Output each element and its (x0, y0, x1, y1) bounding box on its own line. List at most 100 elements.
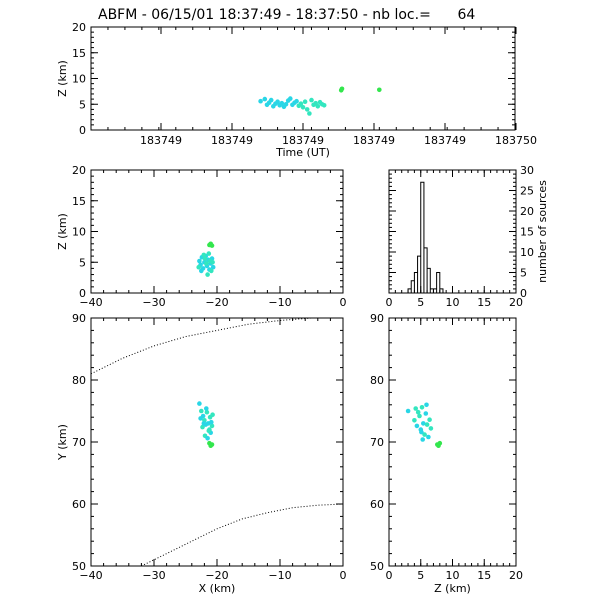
source-point (206, 251, 212, 256)
x-tick-label: 0 (386, 569, 393, 582)
source-point (199, 408, 204, 414)
x-tick-label: 15 (477, 569, 491, 582)
source-point (258, 98, 263, 104)
source-point (294, 98, 299, 104)
source-point (424, 402, 429, 408)
source-point (423, 411, 429, 416)
range-ring (141, 503, 344, 567)
source-point (209, 423, 215, 429)
y-tick-label: 10 (72, 226, 86, 239)
source-point (262, 96, 268, 102)
time-height-panel: 183749 183749 183749 183749 183749 183750 0 5 10… (56, 21, 537, 159)
x-tick-label: 5 (417, 569, 424, 582)
source-point (204, 409, 210, 415)
source-point (209, 442, 215, 447)
y-tick-label: 25 (520, 185, 534, 198)
source-point (309, 97, 314, 103)
y-tick-label: 90 (72, 312, 86, 325)
source-point (268, 97, 274, 103)
x-tick-label: 183750 (495, 134, 537, 147)
source-point (426, 434, 431, 440)
source-point (377, 87, 382, 93)
x-tick-label: −20 (205, 569, 228, 582)
source-point (205, 436, 210, 441)
x-tick-label: 20 (509, 569, 523, 582)
y-tick-label: 50 (72, 560, 86, 573)
histogram-outline (389, 181, 516, 294)
source-point (197, 258, 202, 264)
y-tick-label: 15 (72, 195, 86, 208)
plot-frame (388, 317, 517, 567)
source-point (413, 406, 419, 411)
x-tick-label: −40 (79, 569, 102, 582)
source-point (315, 104, 321, 109)
source-point (205, 272, 210, 277)
x-tick-label: 183749 (424, 134, 466, 147)
source-point (424, 422, 430, 427)
x-tick-label: 0 (386, 296, 393, 309)
source-point (300, 105, 306, 110)
source-point (202, 256, 208, 261)
source-point (435, 442, 440, 447)
y-axis-label: Y (km) (56, 424, 69, 461)
source-point (198, 416, 203, 421)
y-tick-label: 60 (72, 498, 86, 511)
y-tick-label: 90 (370, 312, 384, 325)
source-point (209, 419, 214, 425)
source-point (302, 99, 308, 104)
x-z-panel: −40 −30 −20 −10 0 0 5 10 15 20 Z (km) (56, 164, 347, 309)
y-tick-label: 10 (72, 73, 86, 86)
source-point (201, 421, 207, 426)
x-tick-label: 15 (477, 296, 491, 309)
y-tick-label: 15 (72, 47, 86, 60)
y-tick-label: 30 (520, 164, 534, 177)
source-point (199, 268, 204, 274)
y-tick-label: 10 (520, 246, 534, 259)
y-tick-label: 15 (520, 226, 534, 239)
source-point (427, 417, 432, 423)
y-axis-label: Z (km) (56, 213, 69, 250)
source-point (279, 100, 285, 106)
source-point (201, 252, 207, 258)
y-tick-label: 80 (370, 374, 384, 387)
y-tick-label: 70 (72, 436, 86, 449)
x-axis-label: Time (UT) (275, 146, 330, 159)
x-tick-label: −30 (142, 296, 165, 309)
source-point (204, 261, 209, 266)
plot-frame (90, 169, 344, 294)
x-tick-label: 10 (446, 296, 460, 309)
source-point (283, 102, 289, 107)
source-point (210, 412, 215, 418)
plot-frame (388, 169, 517, 294)
source-point (428, 426, 434, 431)
source-point (417, 413, 422, 419)
y-tick-label: 20 (520, 205, 534, 218)
source-point (339, 86, 345, 92)
figure-title: ABFM - 06/15/01 18:37:49 - 18:37:50 - nb… (98, 7, 475, 23)
source-point (419, 429, 424, 435)
z-y-panel: 0 5 10 15 20 50 60 70 80 90 Z (km) (370, 312, 523, 595)
y-tick-label: 5 (520, 267, 527, 280)
y-tick-label: 0 (79, 287, 86, 300)
source-point (196, 264, 201, 270)
x-tick-label: 0 (340, 296, 347, 309)
source-point (304, 107, 310, 112)
y-tick-label: 70 (370, 436, 384, 449)
source-point (209, 243, 215, 248)
x-tick-label: −40 (79, 296, 102, 309)
source-point (414, 423, 420, 429)
x-tick-label: 20 (509, 296, 523, 309)
source-point (412, 418, 417, 423)
x-tick-label: −10 (268, 296, 291, 309)
source-point (210, 264, 216, 270)
source-point (321, 103, 327, 108)
source-point (207, 258, 213, 264)
y-tick-label: 60 (370, 498, 384, 511)
x-tick-label: −10 (268, 569, 291, 582)
y-axis-label: number of sources (536, 180, 549, 283)
y-axis-label: Z (km) (56, 60, 69, 97)
x-tick-label: 183749 (282, 134, 324, 147)
source-point (288, 96, 293, 101)
y-tick-label: 0 (79, 124, 86, 137)
